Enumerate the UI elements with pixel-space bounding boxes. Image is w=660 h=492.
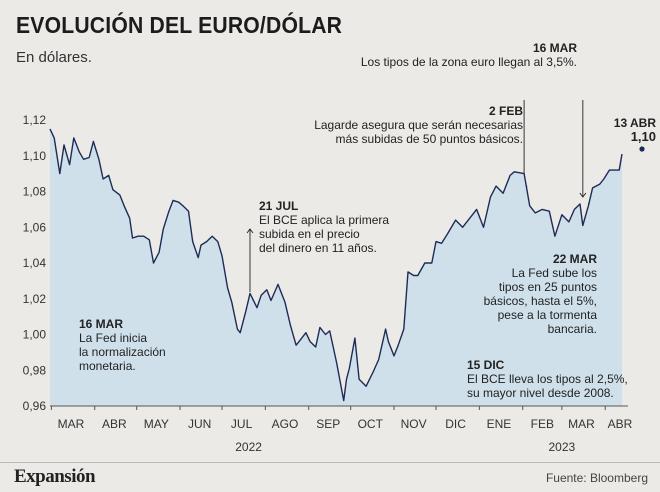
- source-note: Fuente: Bloomberg: [545, 471, 648, 485]
- annotation-date: 22 MAR: [552, 252, 597, 266]
- annotation-line: tipos en 25 puntos: [498, 280, 597, 294]
- x-axis: MAR ABR MAY JUN JUL AGO SEP OCT NOV DIC ENE FEB MAR A…: [50, 405, 633, 454]
- footer-divider: [0, 462, 660, 463]
- x-tick-label: MAR: [568, 417, 595, 431]
- annotation-line: la normalización: [79, 345, 166, 359]
- annotation-line: La Fed sube los: [511, 266, 597, 280]
- last-point-dot: [639, 146, 645, 152]
- y-tick-label: 0,98: [23, 363, 47, 377]
- annotation-date: 15 DIC: [467, 358, 505, 372]
- x-tick-label: SEP: [316, 417, 340, 431]
- x-tick-label: OCT: [358, 417, 384, 431]
- annotation-line: monetaria.: [79, 359, 136, 373]
- series-line-eur-usd: [49, 128, 623, 402]
- annotation-ecb-2-5: 15 DIC El BCE lleva los tipos al 2,5%, s…: [467, 358, 628, 400]
- annotation-arrowhead: [246, 228, 254, 234]
- annotation-line: bancaria.: [547, 322, 597, 336]
- annotation-line: El BCE lleva los tipos al 2,5%,: [467, 372, 628, 386]
- annotation-date: 2 FEB: [488, 104, 523, 118]
- x-tick-label: ABR: [608, 417, 633, 431]
- y-tick-label: 1,12: [23, 113, 47, 127]
- x-tick-label: JUN: [188, 417, 211, 431]
- annotation-line: La Fed inicia: [79, 331, 148, 345]
- brand-logo: Expansión: [14, 466, 96, 487]
- chart-subtitle: En dólares.: [16, 49, 92, 66]
- annotation-line: pese a la tormenta: [497, 308, 597, 322]
- x-year-label: 2022: [235, 440, 262, 454]
- x-year-label: 2023: [549, 440, 576, 454]
- annotation-date: 16 MAR: [532, 41, 577, 55]
- annotation-date: 16 MAR: [79, 317, 124, 331]
- y-tick-label: 1,04: [23, 256, 47, 270]
- chart-title: EVOLUCIÓN DEL EURO/DÓLAR: [16, 12, 343, 38]
- x-tick-label: DIC: [445, 417, 466, 431]
- x-tick-label: MAY: [144, 417, 169, 431]
- y-tick-label: 1,08: [23, 185, 47, 199]
- x-tick-label: AGO: [272, 417, 299, 431]
- x-tick-label: FEB: [531, 417, 554, 431]
- last-point-value: 1,10: [630, 129, 656, 144]
- annotation-eurozone-3-5: 16 MAR Los tipos de la zona euro llegan …: [361, 41, 577, 69]
- x-tick-label: ABR: [102, 417, 127, 431]
- annotation-line: su mayor nivel desde 2008.: [467, 386, 614, 400]
- y-tick-label: 0,96: [23, 399, 47, 413]
- area-fill: [50, 128, 622, 406]
- annotation-arrowhead: [579, 192, 587, 198]
- y-tick-label: 1,06: [23, 220, 47, 234]
- y-tick-label: 1,02: [23, 292, 47, 306]
- annotation-fed-normalization: 16 MAR La Fed inicia la normalización mo…: [79, 317, 166, 373]
- annotation-line: del dinero en 11 años.: [259, 241, 377, 255]
- annotation-date: 21 JUL: [259, 199, 299, 213]
- annotation-fed-5: 22 MAR La Fed sube los tipos en 25 punto…: [484, 252, 597, 336]
- annotation-lagarde: 2 FEB Lagarde asegura que serán necesari…: [314, 104, 523, 146]
- y-tick-label: 1,00: [23, 328, 47, 342]
- last-point-date: 13 ABR: [613, 116, 656, 130]
- annotation-ecb-first-hike: 21 JUL El BCE aplica la primera subida e…: [259, 199, 389, 255]
- annotation-line: más subidas de 50 puntos básicos.: [335, 132, 523, 146]
- x-tick-label: NOV: [401, 417, 427, 431]
- x-tick-label: MAR: [58, 417, 85, 431]
- y-axis: 1,12 1,10 1,08 1,06 1,04 1,02 1,00 0,98 0,96: [23, 113, 47, 413]
- annotation-line: básicos, hasta el 5%,: [483, 294, 597, 308]
- annotation-line: El BCE aplica la primera: [259, 213, 390, 227]
- annotation-line: Lagarde asegura que serán necesarias: [314, 118, 523, 132]
- annotation-line: subida en el precio: [259, 227, 360, 241]
- x-tick-label: ENE: [487, 417, 512, 431]
- y-tick-label: 1,10: [23, 149, 47, 163]
- x-tick-label: JUL: [231, 417, 253, 431]
- annotation-line: Los tipos de la zona euro llegan al 3,5%…: [360, 55, 577, 69]
